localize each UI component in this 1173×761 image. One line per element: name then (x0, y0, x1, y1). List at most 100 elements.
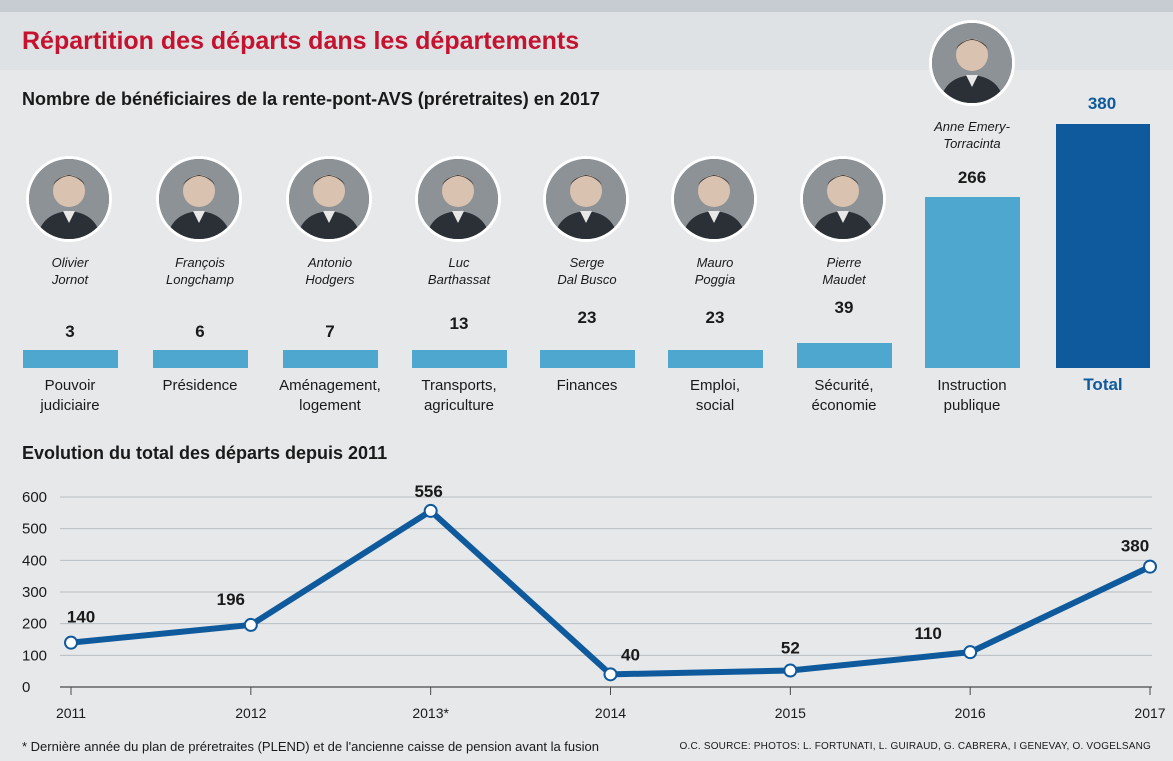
bar-value-label: 23 (577, 308, 597, 327)
dept-label: Sécurité, économie (779, 376, 909, 416)
dept-label-line2: économie (811, 397, 877, 414)
x-tick-label: 2014 (595, 705, 626, 721)
data-label: 52 (781, 639, 800, 658)
bar (925, 196, 1020, 368)
data-label: 40 (621, 645, 640, 664)
person-name: Luc Barthassat (394, 254, 524, 288)
dept-label-line1: Finances (556, 377, 618, 394)
bar (540, 350, 635, 368)
x-tick-label: 2017 (1134, 705, 1165, 721)
x-tick-label: 2013* (412, 705, 449, 721)
footnote: * Dernière année du plan de préretraites… (22, 739, 600, 754)
y-tick-label: 200 (22, 616, 47, 633)
dept-label: Présidence (135, 376, 265, 396)
bar (283, 350, 378, 368)
bar (797, 342, 892, 368)
data-label: 196 (217, 590, 245, 609)
dept-label: Aménagement, logement (265, 376, 395, 416)
person-first-name: Anne Emery- (934, 119, 1010, 134)
data-point (423, 503, 438, 518)
portrait-avatar (415, 156, 501, 242)
line-chart-subtitle: Evolution du total des départs depuis 20… (22, 443, 388, 463)
dept-label-line1: Aménagement, (279, 377, 381, 394)
bar (412, 350, 507, 368)
portrait-avatar (543, 156, 629, 242)
bar (23, 350, 118, 368)
bar-value-label: 23 (705, 308, 725, 327)
dept-label-line1: Instruction (937, 377, 1007, 394)
y-tick-label: 600 (22, 489, 47, 506)
bar (153, 350, 248, 368)
dept-label: Emploi, social (650, 376, 780, 416)
total-bar (1056, 123, 1150, 368)
bar-value-label: 6 (195, 322, 205, 341)
person-first-name: Mauro (696, 255, 734, 270)
x-tick-label: 2012 (235, 705, 266, 721)
data-point (1143, 559, 1157, 574)
data-point (603, 667, 618, 682)
bar (668, 350, 763, 368)
dept-label-line2: judiciaire (40, 397, 100, 414)
portrait-avatar (671, 156, 757, 242)
x-tick-label: 2011 (56, 705, 86, 721)
main-title: Répartition des départs dans les départe… (22, 27, 580, 55)
person-last-name: Longchamp (166, 272, 234, 287)
person-last-name: Dal Busco (557, 272, 617, 287)
person-last-name: Torracinta (943, 136, 1001, 151)
line-chart: 0 100 200 300 400 500 600 2011 2012 2013* 2014 2015… (22, 482, 1166, 721)
dept-label: Instruction publique (907, 376, 1037, 416)
person-name: Anne Emery- Torracinta (907, 118, 1037, 152)
x-tick-label: 2016 (955, 705, 986, 721)
bar-chart-subtitle: Nombre de bénéficiaires de la rente-pont… (22, 89, 600, 109)
person-name: Serge Dal Busco (522, 254, 652, 288)
bar-value-label: 266 (957, 168, 987, 187)
portrait-avatar (929, 20, 1015, 106)
total-label: Total (1083, 375, 1123, 394)
dept-label: Pouvoir judiciaire (5, 376, 135, 416)
dept-label-line2: social (695, 397, 735, 414)
top-accent-bar (0, 0, 1173, 12)
person-name: Antonio Hodgers (265, 254, 395, 288)
photo-credits: O.C. SOURCE: PHOTOS: L. FORTUNATI, L. GU… (679, 741, 1151, 752)
y-tick-label: 400 (22, 552, 47, 569)
person-last-name: Barthassat (427, 272, 491, 287)
dept-label: Transports, agriculture (394, 376, 524, 416)
dept-label-line2: publique (943, 397, 1001, 414)
portrait-avatar (26, 156, 112, 242)
y-tick-label: 500 (22, 521, 47, 538)
person-first-name: Olivier (51, 255, 89, 270)
data-label: 110 (914, 624, 941, 643)
x-tick-label: 2015 (775, 705, 806, 721)
person-name: François Longchamp (135, 254, 265, 288)
bar-value-label: 39 (834, 298, 854, 317)
data-point (963, 645, 978, 660)
person-last-name: Jornot (51, 272, 89, 287)
bar-value-label: 3 (65, 322, 75, 341)
dept-label-line1: Transports, (421, 377, 497, 394)
person-last-name: Hodgers (305, 272, 355, 287)
dept-label-line1: Présidence (162, 377, 238, 394)
portrait-avatar (286, 156, 372, 242)
portrait-avatar (156, 156, 242, 242)
y-tick-label: 100 (22, 647, 47, 664)
dept-label-line1: Emploi, (689, 377, 741, 394)
bar-value-label: 7 (325, 322, 335, 341)
data-label: 556 (414, 482, 442, 501)
dept-label-line1: Pouvoir (44, 377, 96, 394)
person-first-name: Luc (448, 255, 470, 270)
data-point (64, 635, 78, 650)
person-name: Pierre Maudet (779, 254, 909, 288)
portrait-avatar (800, 156, 886, 242)
person-first-name: Antonio (307, 255, 353, 270)
data-point (243, 617, 258, 632)
person-last-name: Poggia (694, 272, 736, 287)
person-first-name: Serge (569, 255, 605, 270)
y-tick-label: 300 (22, 584, 47, 601)
bar-value-label: 13 (449, 314, 469, 333)
y-tick-label: 0 (22, 679, 30, 696)
person-name: Mauro Poggia (650, 254, 780, 288)
person-first-name: François (175, 255, 225, 270)
data-label: 140 (67, 608, 95, 627)
data-point (783, 663, 798, 678)
person-first-name: Pierre (826, 255, 862, 270)
